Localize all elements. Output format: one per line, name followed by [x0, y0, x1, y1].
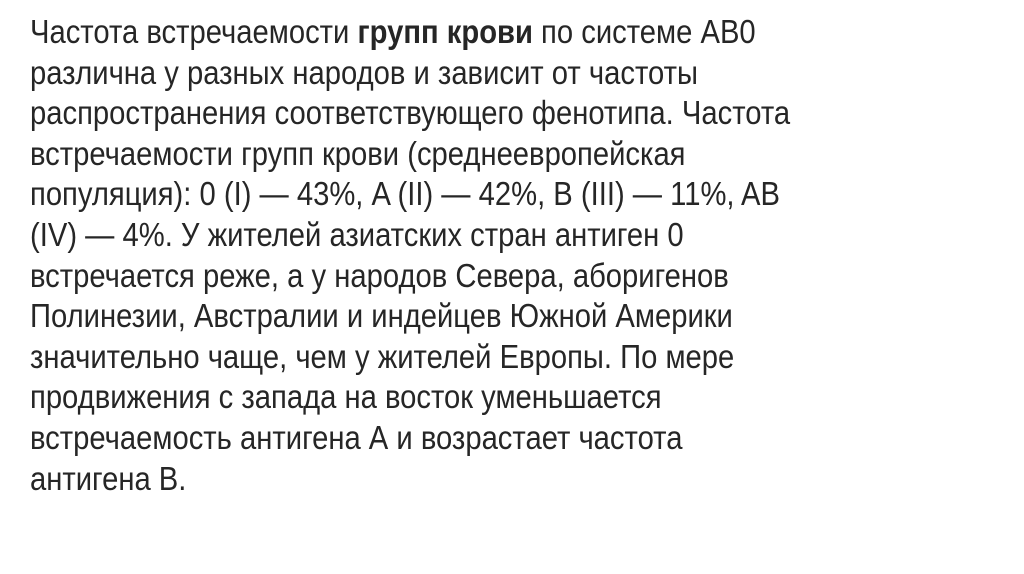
text-line: антигена В. — [30, 459, 187, 497]
text-line: популяция): 0 (I) — 43%, A (II) — 42%, B… — [30, 175, 780, 213]
slide-paragraph: Частота встречаемости групп крови по сис… — [30, 12, 790, 499]
text-line: встречается реже, а у народов Севера, аб… — [30, 256, 729, 294]
text-line: значительно чаще, чем у жителей Европы. … — [30, 337, 735, 375]
bold-term: групп крови — [357, 13, 533, 50]
text-line: распространения соответствующего фенотип… — [30, 94, 791, 132]
text-line: Полинезии, Австралии и индейцев Южной Ам… — [30, 297, 733, 335]
text-line: встречаемость антигена А и возрастает ча… — [30, 418, 683, 456]
text-segment: Частота встречаемости — [30, 13, 358, 50]
text-line: Частота встречаемости групп крови по сис… — [30, 12, 790, 53]
text-line: (IV) — 4%. У жителей азиатских стран ант… — [30, 215, 684, 253]
text-line: продвижения с запада на восток уменьшает… — [30, 378, 662, 416]
text-segment: по системе АВ0 — [532, 13, 756, 50]
text-line: различна у разных народов и зависит от ч… — [30, 53, 698, 91]
text-line: встречаемости групп крови (среднеевропей… — [30, 134, 686, 172]
